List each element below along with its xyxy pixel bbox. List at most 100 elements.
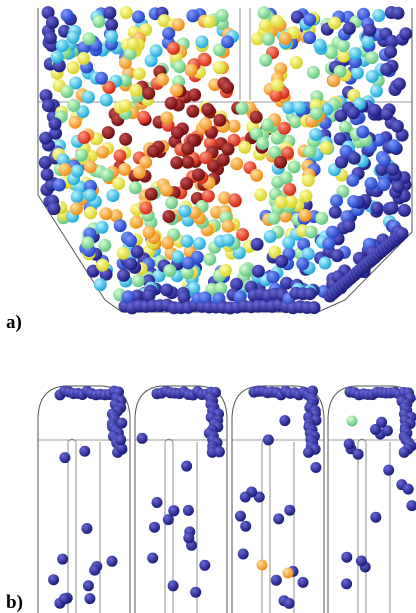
figure: a) b) (0, 0, 416, 613)
particle (290, 56, 303, 69)
particle (238, 141, 251, 154)
particle (271, 79, 284, 92)
particle (201, 103, 214, 116)
particle (78, 131, 91, 144)
particle (349, 47, 362, 60)
particle (142, 226, 155, 239)
particle (259, 54, 272, 67)
particle (347, 416, 358, 427)
particle (250, 169, 263, 182)
particle (307, 66, 320, 79)
particle (257, 560, 268, 571)
particle (57, 554, 68, 565)
panel-label: a) (6, 312, 22, 333)
particle (129, 181, 142, 194)
particle (149, 522, 160, 533)
particle (114, 219, 127, 232)
particle (228, 193, 241, 206)
particle (341, 578, 352, 589)
particle (361, 35, 374, 48)
particle (56, 39, 69, 52)
particle (380, 63, 393, 76)
particle (275, 196, 288, 209)
particle (61, 85, 74, 98)
particle (302, 174, 315, 187)
particle (58, 163, 71, 176)
particle (341, 552, 352, 563)
particle (288, 160, 301, 173)
particle (366, 70, 379, 83)
particle (303, 447, 314, 458)
particle (283, 183, 296, 196)
particle (100, 207, 113, 220)
particle (119, 99, 132, 112)
particle (82, 91, 95, 104)
particle (96, 221, 109, 234)
particle (386, 163, 399, 176)
particle (372, 9, 385, 22)
particle (254, 188, 267, 201)
particle (168, 580, 179, 591)
particle (221, 81, 234, 94)
particle (293, 101, 306, 114)
particle (304, 287, 317, 300)
particle (165, 196, 178, 209)
particle (258, 6, 271, 19)
particle (315, 212, 328, 225)
particle (310, 107, 323, 120)
particle (137, 433, 148, 444)
particle (299, 209, 312, 222)
particle (163, 264, 176, 277)
particle (203, 15, 216, 28)
particle (48, 574, 59, 585)
particle (274, 156, 287, 169)
page: a) b) (() => { const data = JSON.parse(d… (0, 0, 416, 613)
particle (41, 168, 54, 181)
particle (75, 149, 88, 162)
particle (222, 234, 235, 247)
particle (213, 114, 226, 127)
particle (173, 60, 186, 73)
particle (160, 284, 173, 297)
particle (264, 230, 277, 243)
particle (370, 202, 383, 215)
particle (162, 27, 175, 40)
particle (368, 104, 381, 117)
particle (267, 212, 280, 225)
particle (53, 179, 66, 192)
particle (365, 177, 378, 190)
particle (406, 500, 416, 511)
particle (239, 264, 252, 277)
particle (356, 125, 369, 138)
particle (348, 152, 361, 165)
particle (122, 290, 135, 303)
particle (380, 108, 393, 121)
particle (152, 497, 163, 508)
particle (170, 156, 183, 169)
particle (289, 115, 302, 128)
particle (298, 577, 309, 588)
particle (344, 439, 355, 450)
particle (172, 18, 185, 31)
particle (181, 142, 194, 155)
particle (51, 50, 64, 63)
particle (89, 565, 100, 576)
particle (283, 568, 294, 579)
particle (235, 511, 246, 522)
particle (326, 226, 339, 239)
particle (339, 121, 352, 134)
particle (124, 258, 137, 271)
particle (346, 174, 359, 187)
panel-label: b) (6, 592, 23, 613)
particle (282, 236, 295, 249)
particle (185, 64, 198, 77)
particle (117, 269, 130, 282)
particle (331, 249, 344, 262)
particle (61, 9, 74, 22)
particle (142, 87, 155, 100)
particle (238, 549, 249, 560)
particle (183, 532, 194, 543)
particle (171, 126, 184, 139)
particle (222, 220, 235, 233)
particle (181, 461, 192, 472)
